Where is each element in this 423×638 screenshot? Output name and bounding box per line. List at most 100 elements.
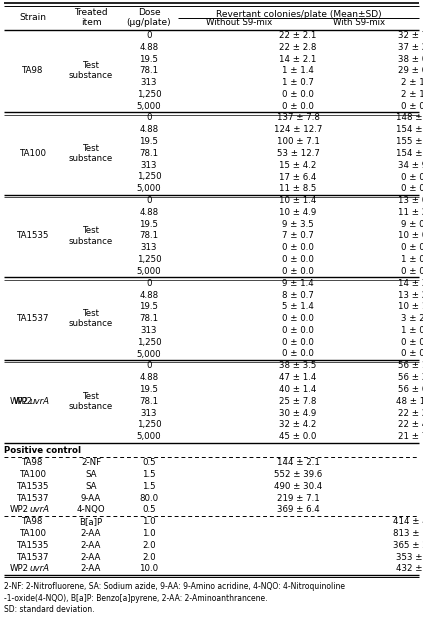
Text: 9 ± 3.5: 9 ± 3.5	[282, 219, 314, 228]
Text: 22 ± 2.1: 22 ± 2.1	[398, 408, 423, 417]
Text: 2-AA: 2-AA	[81, 553, 101, 561]
Text: 8 ± 0.7: 8 ± 0.7	[282, 290, 314, 299]
Text: 15 ± 4.2: 15 ± 4.2	[279, 161, 317, 170]
Text: 148 ± 0.0: 148 ± 0.0	[396, 114, 423, 122]
Text: 4.88: 4.88	[140, 43, 159, 52]
Text: 552 ± 39.6: 552 ± 39.6	[274, 470, 322, 479]
Text: 3 ± 2.8: 3 ± 2.8	[401, 314, 423, 323]
Text: uvrA: uvrA	[29, 505, 49, 514]
Text: 1.5: 1.5	[142, 482, 156, 491]
Text: 38 ± 0.0: 38 ± 0.0	[398, 54, 423, 64]
Text: 2-NF: 2-Nitrofluorene, SA: Sodium azide, 9-AA: 9-Amino acridine, 4-NQO: 4-Nitroq: 2-NF: 2-Nitrofluorene, SA: Sodium azide,…	[4, 582, 345, 591]
Text: 30 ± 4.9: 30 ± 4.9	[279, 408, 317, 417]
Text: 0: 0	[146, 279, 152, 288]
Text: TA1535: TA1535	[17, 541, 49, 550]
Text: 5,000: 5,000	[137, 267, 161, 276]
Text: 0 ± 0.0: 0 ± 0.0	[282, 90, 314, 99]
Text: 0: 0	[146, 196, 152, 205]
Text: 432 ± 3.5: 432 ± 3.5	[396, 565, 423, 574]
Text: Positive control: Positive control	[4, 447, 81, 456]
Text: 0: 0	[146, 114, 152, 122]
Text: 1 ± 0.7: 1 ± 0.7	[401, 326, 423, 335]
Text: 1 ± 0.7: 1 ± 0.7	[282, 78, 314, 87]
Text: 9-AA: 9-AA	[81, 494, 101, 503]
Text: 14 ± 3.5: 14 ± 3.5	[398, 279, 423, 288]
Text: -1-oxide(4-NQO), B[a]P: Benzo[a]pyrene, 2-AA: 2-Aminoanthrancene.: -1-oxide(4-NQO), B[a]P: Benzo[a]pyrene, …	[4, 593, 267, 602]
Text: TA98: TA98	[22, 517, 44, 526]
Text: Dose
(μg/plate): Dose (μg/plate)	[126, 8, 171, 27]
Text: 32 ± 7.1: 32 ± 7.1	[398, 31, 423, 40]
Text: 0 ± 0.0: 0 ± 0.0	[282, 267, 314, 276]
Text: 2.0: 2.0	[142, 553, 156, 561]
Text: 21 ± 7.1: 21 ± 7.1	[398, 432, 423, 441]
Text: 313: 313	[141, 161, 157, 170]
Text: 5,000: 5,000	[137, 350, 161, 359]
Text: 2-AA: 2-AA	[81, 541, 101, 550]
Text: 0 ± 0.0: 0 ± 0.0	[401, 338, 423, 346]
Text: TA100: TA100	[19, 149, 47, 158]
Text: 155 ± 2.8: 155 ± 2.8	[396, 137, 423, 146]
Text: 1 ± 0.7: 1 ± 0.7	[401, 255, 423, 264]
Text: 369 ± 6.4: 369 ± 6.4	[277, 505, 319, 514]
Text: 10 ± 4.9: 10 ± 4.9	[279, 208, 317, 217]
Text: Revertant colonies/plate (Mean±SD): Revertant colonies/plate (Mean±SD)	[216, 10, 381, 19]
Text: 7 ± 0.7: 7 ± 0.7	[282, 232, 314, 241]
Text: WP2: WP2	[14, 397, 33, 406]
Text: 4-NQO: 4-NQO	[77, 505, 105, 514]
Text: 11 ± 2.8: 11 ± 2.8	[398, 208, 423, 217]
Text: 10 ± 1.4: 10 ± 1.4	[398, 302, 423, 311]
Text: With S9-mix: With S9-mix	[333, 18, 385, 27]
Text: Strain: Strain	[19, 13, 47, 22]
Text: 313: 313	[141, 326, 157, 335]
Text: 4.88: 4.88	[140, 373, 159, 382]
Text: SA: SA	[85, 482, 97, 491]
Text: WP2: WP2	[10, 565, 29, 574]
Text: 32 ± 4.2: 32 ± 4.2	[279, 420, 317, 429]
Text: 10 ± 1.4: 10 ± 1.4	[279, 196, 317, 205]
Text: TA98: TA98	[22, 66, 44, 75]
Text: 19.5: 19.5	[140, 385, 159, 394]
Text: 0 ± 0.0: 0 ± 0.0	[282, 326, 314, 335]
Text: 2-NF: 2-NF	[81, 458, 101, 467]
Text: 5,000: 5,000	[137, 101, 161, 111]
Text: 0 ± 0.0: 0 ± 0.0	[401, 267, 423, 276]
Text: 1,250: 1,250	[137, 255, 161, 264]
Text: 0 ± 0.0: 0 ± 0.0	[282, 350, 314, 359]
Text: 4.88: 4.88	[140, 125, 159, 135]
Text: 154 ± 2.8: 154 ± 2.8	[396, 125, 423, 135]
Text: 1 ± 1.4: 1 ± 1.4	[282, 66, 314, 75]
Text: 313: 313	[141, 78, 157, 87]
Text: 2 ± 1.4: 2 ± 1.4	[401, 78, 423, 87]
Text: WP2: WP2	[10, 397, 29, 406]
Text: 0 ± 0.0: 0 ± 0.0	[282, 338, 314, 346]
Text: 78.1: 78.1	[140, 149, 159, 158]
Text: WP2: WP2	[14, 397, 33, 406]
Text: 45 ± 0.0: 45 ± 0.0	[279, 432, 317, 441]
Text: 4.88: 4.88	[140, 290, 159, 299]
Text: 2-AA: 2-AA	[81, 529, 101, 538]
Text: 80.0: 80.0	[140, 494, 159, 503]
Text: 5,000: 5,000	[137, 184, 161, 193]
Text: 19.5: 19.5	[140, 302, 159, 311]
Text: 137 ± 7.8: 137 ± 7.8	[277, 114, 319, 122]
Text: 78.1: 78.1	[140, 314, 159, 323]
Text: 19.5: 19.5	[140, 219, 159, 228]
Text: 1.5: 1.5	[142, 470, 156, 479]
Text: 9 ± 1.4: 9 ± 1.4	[282, 279, 314, 288]
Text: Treated
item: Treated item	[74, 8, 108, 27]
Text: 0 ± 0.0: 0 ± 0.0	[401, 172, 423, 181]
Text: TA100: TA100	[19, 470, 47, 479]
Text: TA100: TA100	[19, 529, 47, 538]
Text: 78.1: 78.1	[140, 66, 159, 75]
Text: 313: 313	[141, 243, 157, 252]
Text: Test
substance: Test substance	[69, 226, 113, 246]
Text: 56 ± 1.4: 56 ± 1.4	[398, 361, 423, 370]
Text: 22 ± 2.1: 22 ± 2.1	[279, 31, 317, 40]
Text: 34 ± 9.2: 34 ± 9.2	[398, 161, 423, 170]
Text: 0 ± 0.0: 0 ± 0.0	[282, 255, 314, 264]
Text: B[a]P: B[a]P	[80, 517, 102, 526]
Text: 13 ± 2.8: 13 ± 2.8	[398, 290, 423, 299]
Text: 22 ± 2.8: 22 ± 2.8	[279, 43, 317, 52]
Text: 0: 0	[146, 31, 152, 40]
Text: 47 ± 1.4: 47 ± 1.4	[279, 373, 317, 382]
